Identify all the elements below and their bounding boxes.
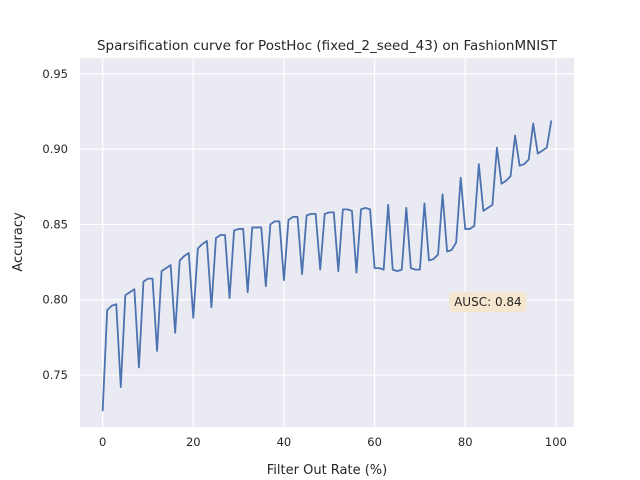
annotation-box	[449, 291, 527, 312]
accuracy-series-line	[101, 120, 553, 412]
y-tick-label: 0.90	[42, 142, 68, 156]
x-tick-label: 0	[99, 435, 106, 449]
x-axis-label: Filter Out Rate (%)	[267, 463, 387, 478]
x-tick-label: 60	[367, 435, 382, 449]
y-tick-label: 0.75	[42, 368, 68, 382]
x-tick-label: 20	[186, 435, 201, 449]
series-layer	[101, 120, 553, 412]
ticks: 0 20 40 60 80 100 0.75 0.80 0.85 0.90 0.95	[42, 67, 566, 449]
x-tick-label: 80	[458, 435, 473, 449]
annotation-text: AUSC: 0.84	[454, 295, 522, 309]
y-axis-label: Accuracy	[11, 212, 26, 272]
x-tick-label: 40	[277, 435, 292, 449]
y-tick-label: 0.95	[42, 67, 68, 81]
plot-background	[80, 58, 574, 427]
grid	[80, 58, 574, 427]
ausc-annotation: AUSC: 0.84	[449, 291, 527, 312]
y-tick-label: 0.85	[42, 217, 68, 231]
chart-title: Sparsification curve for PostHoc (fixed_…	[97, 38, 558, 54]
x-tick-label: 100	[545, 435, 567, 449]
y-tick-label: 0.80	[42, 293, 68, 307]
